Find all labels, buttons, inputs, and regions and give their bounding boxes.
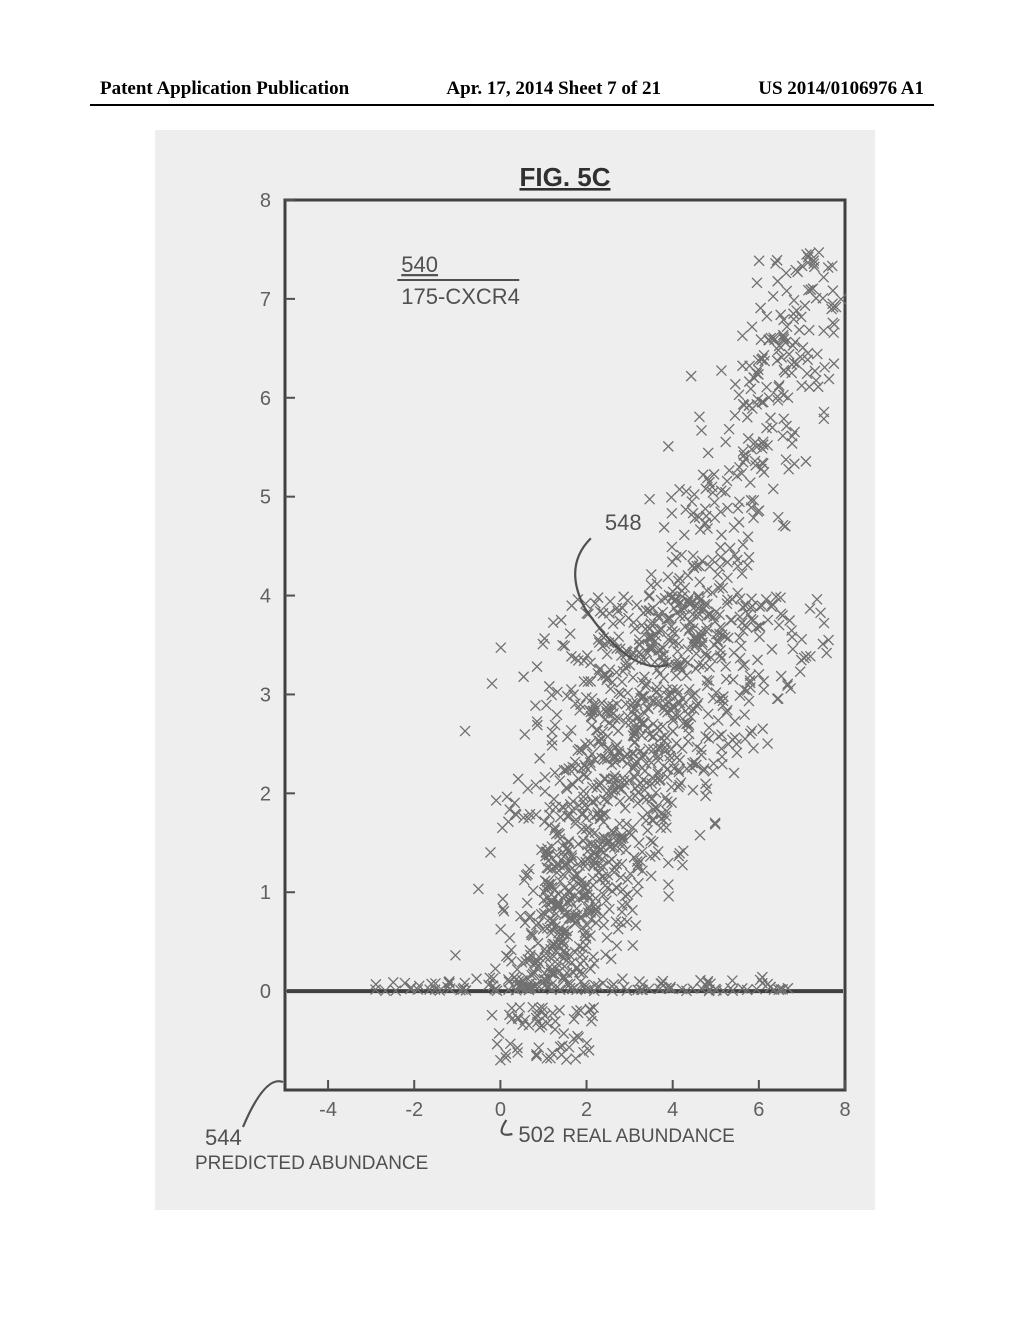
callout-502-ref: 502 <box>518 1122 555 1147</box>
x-tick-label: -2 <box>405 1099 423 1121</box>
callout-544-ref: 544 <box>205 1125 242 1150</box>
x-tick-label: 0 <box>495 1099 506 1121</box>
y-tick-label: 2 <box>260 783 271 805</box>
patent-header: Patent Application Publication Apr. 17, … <box>0 78 1024 100</box>
y-tick-label: 0 <box>260 981 271 1003</box>
x-tick-label: 6 <box>753 1099 764 1121</box>
y-tick-label: 1 <box>260 882 271 904</box>
header-left: Patent Application Publication <box>100 78 349 100</box>
y-tick-label: 8 <box>260 190 271 212</box>
x-tick-label: 4 <box>667 1099 678 1121</box>
y-tick-label: 6 <box>260 388 271 410</box>
callout-502-leader <box>502 1120 513 1135</box>
header-right: US 2014/0106976 A1 <box>758 78 924 100</box>
callout-548-label: 548 <box>605 510 642 535</box>
x-tick-label: 8 <box>839 1099 850 1121</box>
y-axis-label: PREDICTED ABUNDANCE <box>195 1153 428 1174</box>
x-tick-label: 2 <box>581 1099 592 1121</box>
x-axis-label: REAL ABUNDANCE <box>562 1126 734 1147</box>
callout-544-leader <box>243 1081 283 1127</box>
header-rule <box>90 104 934 106</box>
legend-denominator: 175-CXCR4 <box>401 284 520 309</box>
scatter-points <box>371 247 846 1065</box>
x-tick-label: -4 <box>319 1099 337 1121</box>
header-center: Apr. 17, 2014 Sheet 7 of 21 <box>446 78 661 100</box>
y-tick-label: 7 <box>260 289 271 311</box>
y-tick-label: 5 <box>260 487 271 509</box>
legend-numerator: 540 <box>401 252 438 277</box>
figure-title: FIG. 5C <box>519 162 610 192</box>
y-tick-label: 3 <box>260 684 271 706</box>
scatter-chart: FIG. 5C 0 1 2 3 4 5 6 7 8 -4 -2 0 2 4 6 8 540 175-CXCR4 548… <box>155 130 875 1210</box>
y-tick-label: 4 <box>260 586 271 608</box>
